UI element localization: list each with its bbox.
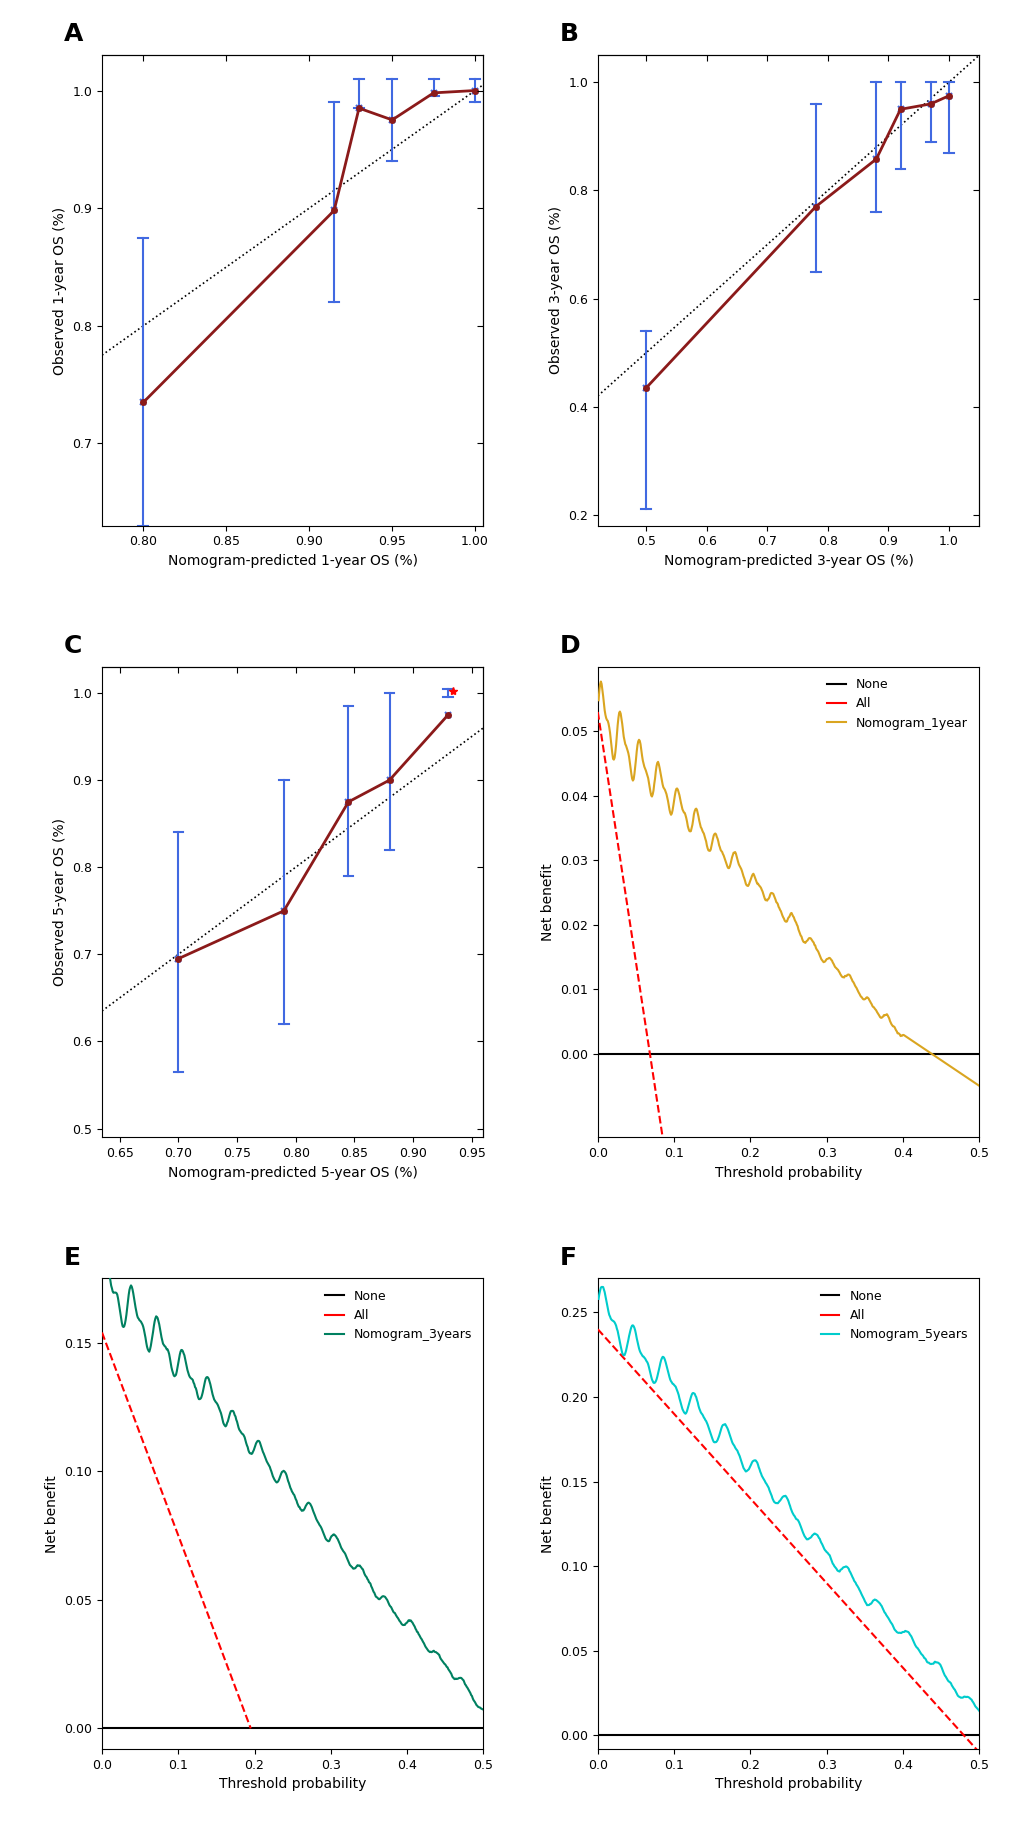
Text: D: D (559, 633, 580, 657)
X-axis label: Nomogram-predicted 5-year OS (%): Nomogram-predicted 5-year OS (%) (167, 1165, 417, 1180)
Text: C: C (64, 633, 83, 657)
X-axis label: Threshold probability: Threshold probability (219, 1777, 366, 1791)
Text: A: A (64, 22, 84, 46)
X-axis label: Nomogram-predicted 3-year OS (%): Nomogram-predicted 3-year OS (%) (663, 554, 913, 569)
Y-axis label: Observed 5-year OS (%): Observed 5-year OS (%) (53, 817, 66, 987)
Y-axis label: Observed 3-year OS (%): Observed 3-year OS (%) (548, 206, 562, 374)
X-axis label: Threshold probability: Threshold probability (714, 1777, 861, 1791)
X-axis label: Threshold probability: Threshold probability (714, 1165, 861, 1180)
Text: F: F (559, 1246, 576, 1270)
Text: E: E (64, 1246, 81, 1270)
Legend: None, All, Nomogram_5years: None, All, Nomogram_5years (815, 1285, 972, 1346)
Y-axis label: Net benefit: Net benefit (540, 1475, 554, 1552)
Legend: None, All, Nomogram_3years: None, All, Nomogram_3years (320, 1285, 477, 1346)
Text: B: B (559, 22, 578, 46)
X-axis label: Nomogram-predicted 1-year OS (%): Nomogram-predicted 1-year OS (%) (167, 554, 418, 569)
Y-axis label: Net benefit: Net benefit (540, 863, 554, 941)
Legend: None, All, Nomogram_1year: None, All, Nomogram_1year (821, 674, 972, 735)
Y-axis label: Net benefit: Net benefit (45, 1475, 59, 1552)
Y-axis label: Observed 1-year OS (%): Observed 1-year OS (%) (53, 206, 66, 374)
